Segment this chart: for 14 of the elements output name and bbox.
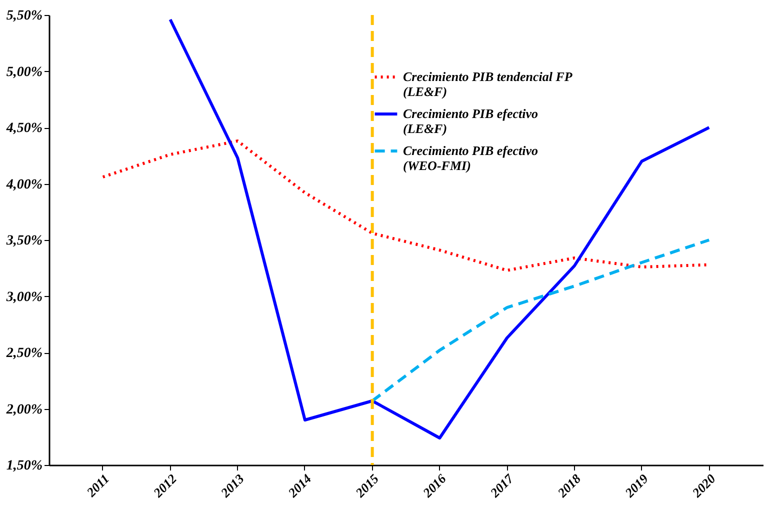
- y-tick-label: 4,50%: [5, 121, 42, 136]
- y-tick-label: 5,00%: [6, 64, 42, 80]
- y-tick-label: 1,50%: [6, 458, 42, 474]
- y-tick-label: 2,50%: [5, 346, 42, 361]
- y-tick-label: 4,00%: [5, 177, 42, 192]
- y-tick-label: 5,50%: [6, 8, 42, 24]
- y-tick-label: 2,00%: [5, 402, 42, 418]
- y-tick-label: 3,50%: [5, 234, 42, 248]
- legend-label: Crecimiento PIB efectivo (LE&F): [403, 106, 539, 136]
- line-series: [168, 18, 711, 440]
- y-tick-label: 3,00%: [5, 290, 42, 305]
- line-series: [370, 238, 711, 402]
- legend-label: Crecimiento PIB tendencial FP (LE&F): [403, 69, 574, 99]
- legend-label: Crecimiento PIB efectivo (WEO-FMI): [403, 143, 539, 173]
